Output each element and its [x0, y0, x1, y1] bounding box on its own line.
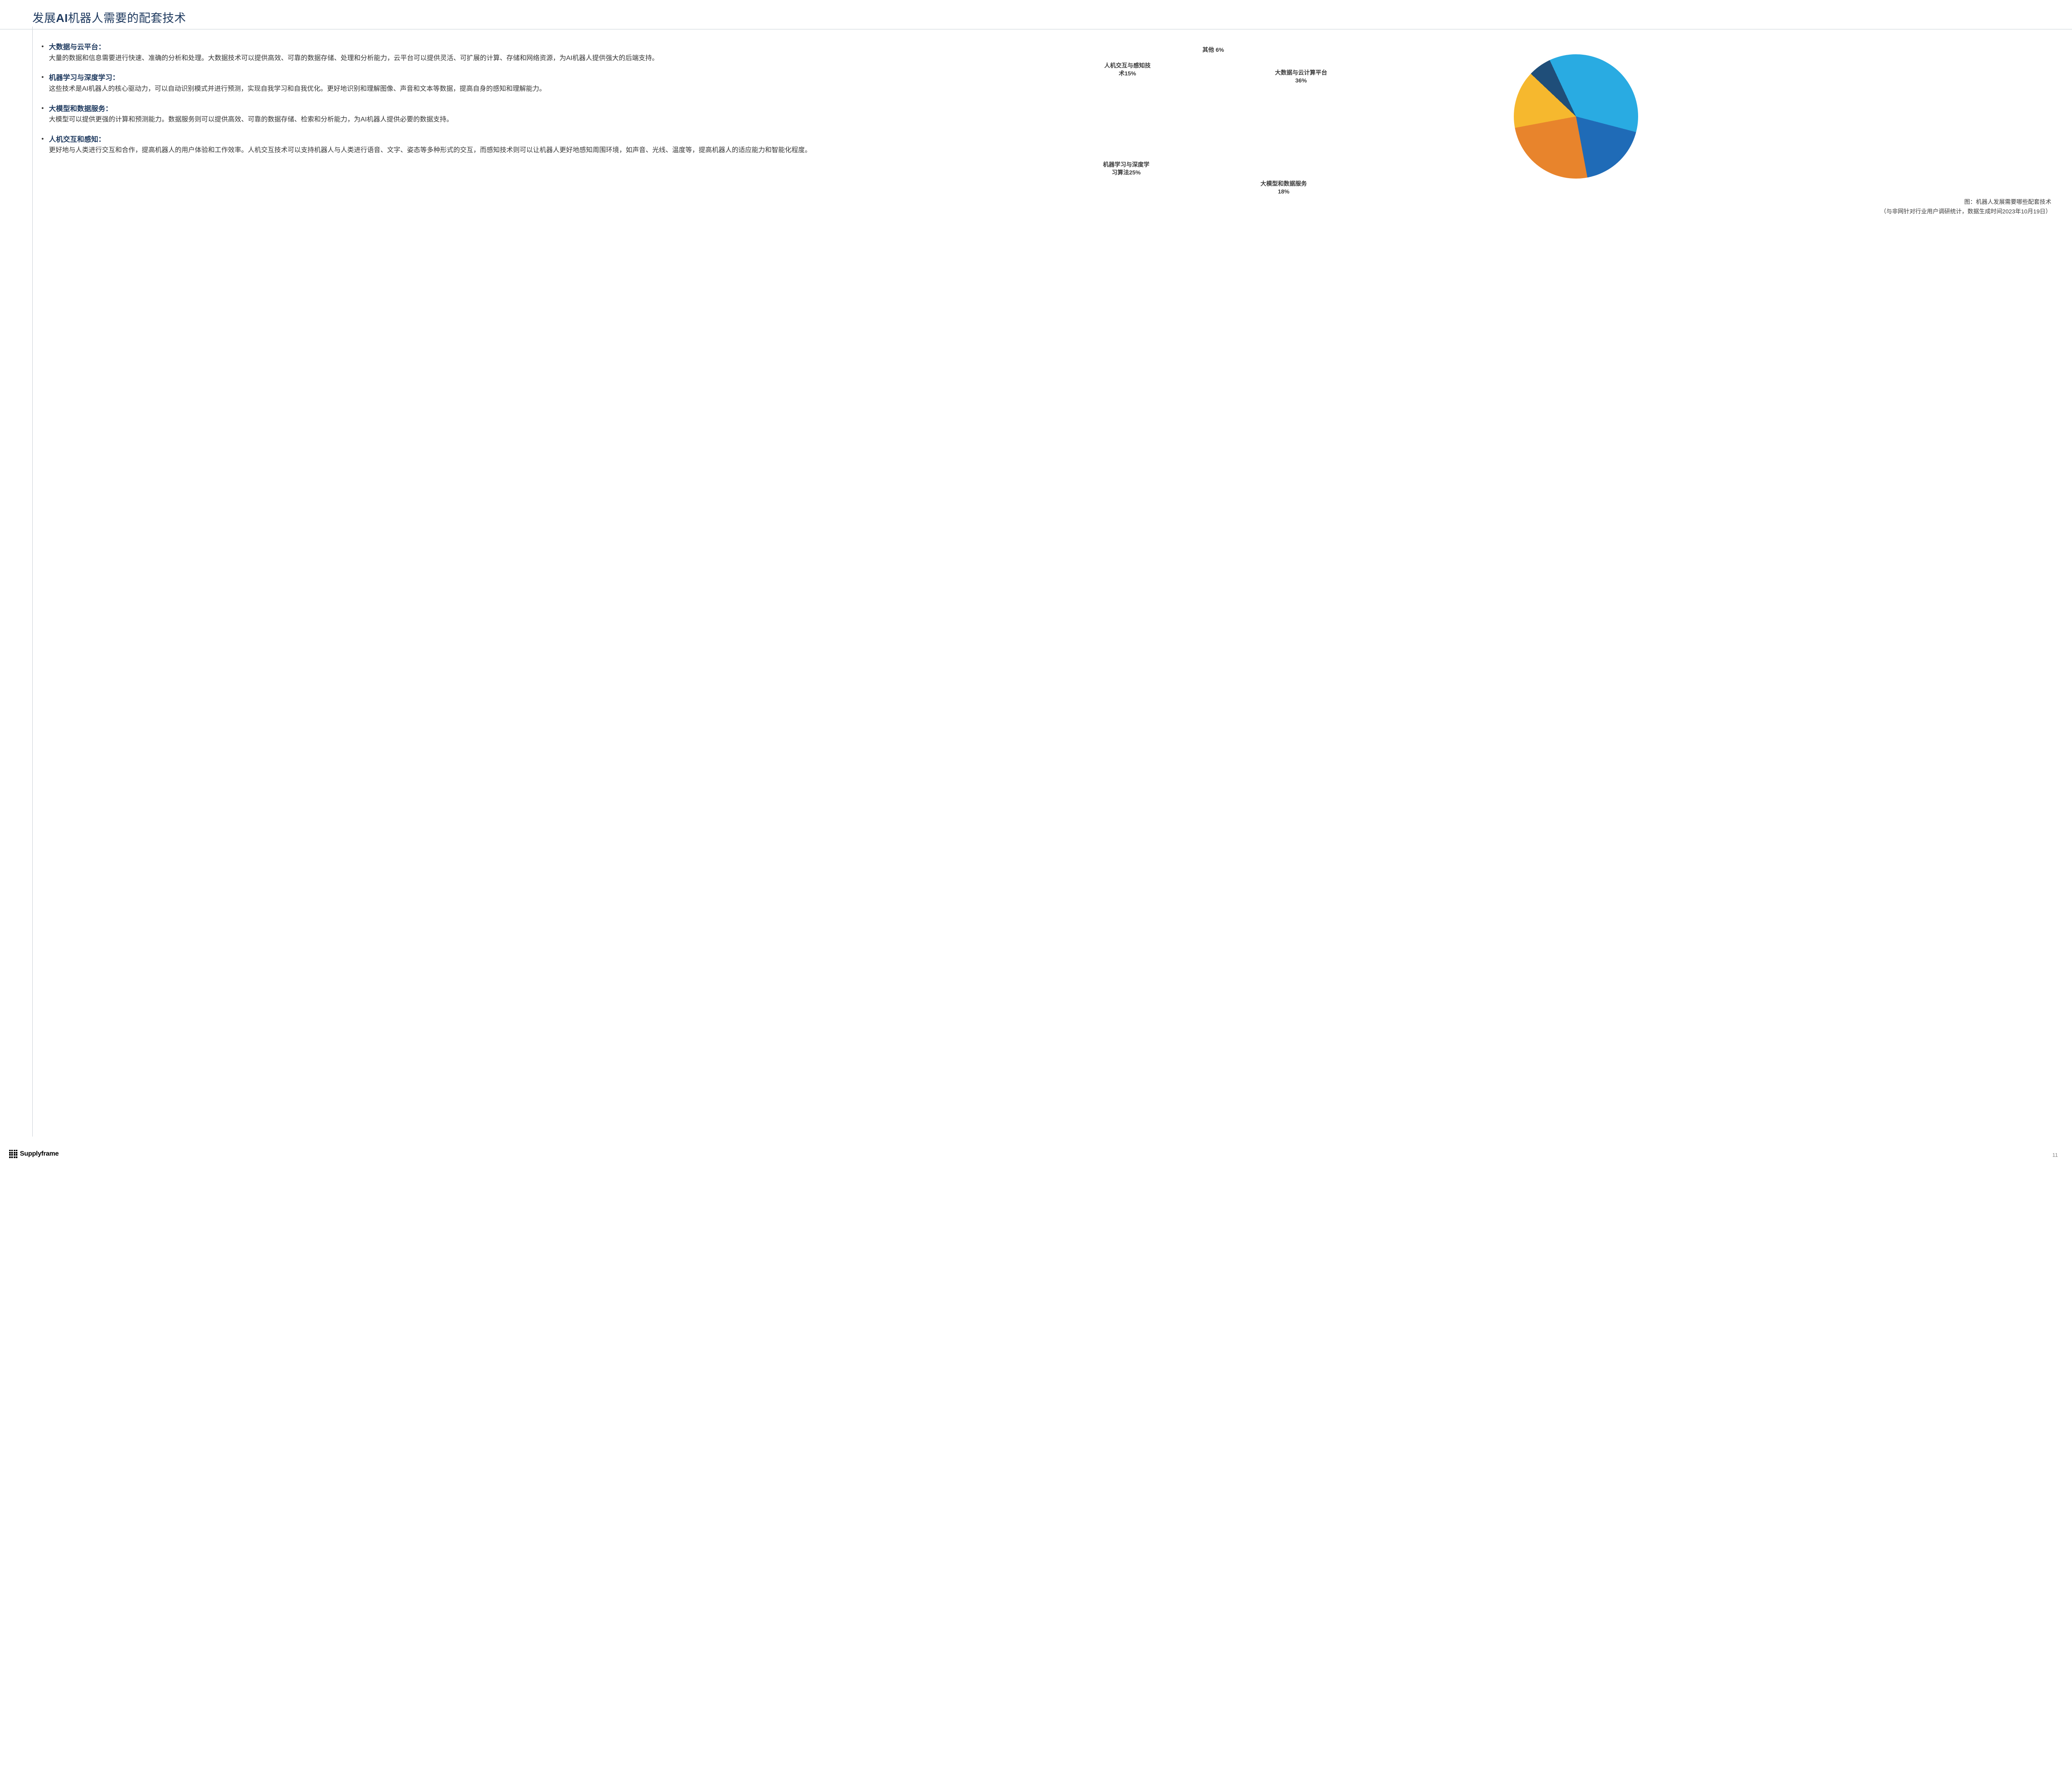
footer-logo: Supplyframe [9, 1150, 59, 1158]
title-bar: 发展AI机器人需要的配套技术 [0, 0, 2072, 29]
bullet-body: 更好地与人类进行交互和合作，提高机器人的用户体验和工作效率。人机交互技术可以支持… [49, 145, 1083, 156]
bullet-content: 大模型和数据服务：大模型可以提供更强的计算和预测能力。数据服务则可以提供高效、可… [49, 104, 1083, 125]
pie-label-line: 术15% [1104, 70, 1151, 77]
title-suffix: 机器人需要的配套技术 [68, 12, 186, 24]
bullet-content: 人机交互和感知：更好地与人类进行交互和合作，提高机器人的用户体验和工作效率。人机… [49, 134, 1083, 156]
pie-slice-label: 其他 6% [1203, 46, 1224, 54]
caption-line-2: （与非网针对行业用户调研统计，数据生成时间2023年10月19日） [1881, 207, 2051, 216]
bullet-item: •大模型和数据服务：大模型可以提供更强的计算和预测能力。数据服务则可以提供高效、… [41, 104, 1084, 125]
bullet-list: •大数据与云平台：大量的数据和信息需要进行快速、准确的分析和处理。大数据技术可以… [41, 42, 1084, 156]
pie-slice-label: 机器学习与深度学习算法25% [1103, 161, 1150, 177]
slide: 发展AI机器人需要的配套技术 •大数据与云平台：大量的数据和信息需要进行快速、准… [0, 0, 2072, 1166]
chart-caption: 图：机器人发展需要哪些配套技术 （与非网针对行业用户调研统计，数据生成时间202… [1881, 197, 2051, 216]
pie-label-line: 18% [1261, 188, 1307, 196]
bullet-body: 大模型可以提供更强的计算和预测能力。数据服务则可以提供高效、可靠的数据存储、检索… [49, 115, 1083, 125]
bullet-item: •大数据与云平台：大量的数据和信息需要进行快速、准确的分析和处理。大数据技术可以… [41, 42, 1084, 63]
pie-slice-label: 大模型和数据服务18% [1261, 180, 1307, 196]
pie-label-line: 大模型和数据服务 [1261, 180, 1307, 188]
left-column: •大数据与云平台：大量的数据和信息需要进行快速、准确的分析和处理。大数据技术可以… [32, 42, 1084, 257]
bullet-dot-icon: • [41, 134, 49, 144]
vertical-divider [32, 27, 33, 1137]
bullet-heading: 大数据与云平台： [49, 42, 1083, 53]
caption-line-1: 图：机器人发展需要哪些配套技术 [1881, 197, 2051, 206]
bullet-dot-icon: • [41, 42, 49, 52]
pie-chart-wrap: 大数据与云计算平台36% 大模型和数据服务18% 机器学习与深度学习算法25% 人机交… [1097, 42, 2055, 216]
title-prefix: 发展 [32, 12, 56, 24]
bullet-dot-icon: • [41, 73, 49, 82]
pie-label-line: 习算法25% [1103, 169, 1150, 177]
pie-label-line: 人机交互与感知技 [1104, 62, 1151, 70]
bullet-dot-icon: • [41, 104, 49, 114]
bullet-heading: 机器学习与深度学习： [49, 73, 1083, 83]
pie-label-line: 大数据与云计算平台 [1275, 69, 1327, 77]
pie-chart [1514, 54, 1638, 179]
logo-icon [9, 1150, 17, 1158]
pie-slice-label: 大数据与云计算平台36% [1275, 69, 1327, 85]
bullet-content: 大数据与云平台：大量的数据和信息需要进行快速、准确的分析和处理。大数据技术可以提… [49, 42, 1083, 63]
bullet-body: 大量的数据和信息需要进行快速、准确的分析和处理。大数据技术可以提供高效、可靠的数… [49, 53, 1083, 64]
bullet-heading: 大模型和数据服务： [49, 104, 1083, 114]
right-column: 大数据与云计算平台36% 大模型和数据服务18% 机器学习与深度学习算法25% 人机交… [1097, 42, 2055, 257]
pie-label-line: 其他 6% [1203, 46, 1224, 54]
pie-label-line: 机器学习与深度学 [1103, 161, 1150, 169]
pie-label-line: 36% [1275, 77, 1327, 85]
title-bold: AI [56, 12, 68, 24]
bullet-item: •机器学习与深度学习：这些技术是AI机器人的核心驱动力，可以自动识别模式并进行预… [41, 73, 1084, 94]
pie-slice-label: 人机交互与感知技术15% [1104, 62, 1151, 77]
page-title: 发展AI机器人需要的配套技术 [32, 9, 2072, 26]
bullet-body: 这些技术是AI机器人的核心驱动力，可以自动识别模式并进行预测，实现自我学习和自我… [49, 84, 1083, 94]
body: •大数据与云平台：大量的数据和信息需要进行快速、准确的分析和处理。大数据技术可以… [0, 29, 2072, 257]
logo-text: Supplyframe [20, 1150, 59, 1158]
page-number: 11 [2053, 1152, 2058, 1158]
bullet-heading: 人机交互和感知： [49, 134, 1083, 145]
bullet-content: 机器学习与深度学习：这些技术是AI机器人的核心驱动力，可以自动识别模式并进行预测… [49, 73, 1083, 94]
bullet-item: •人机交互和感知：更好地与人类进行交互和合作，提高机器人的用户体验和工作效率。人… [41, 134, 1084, 156]
